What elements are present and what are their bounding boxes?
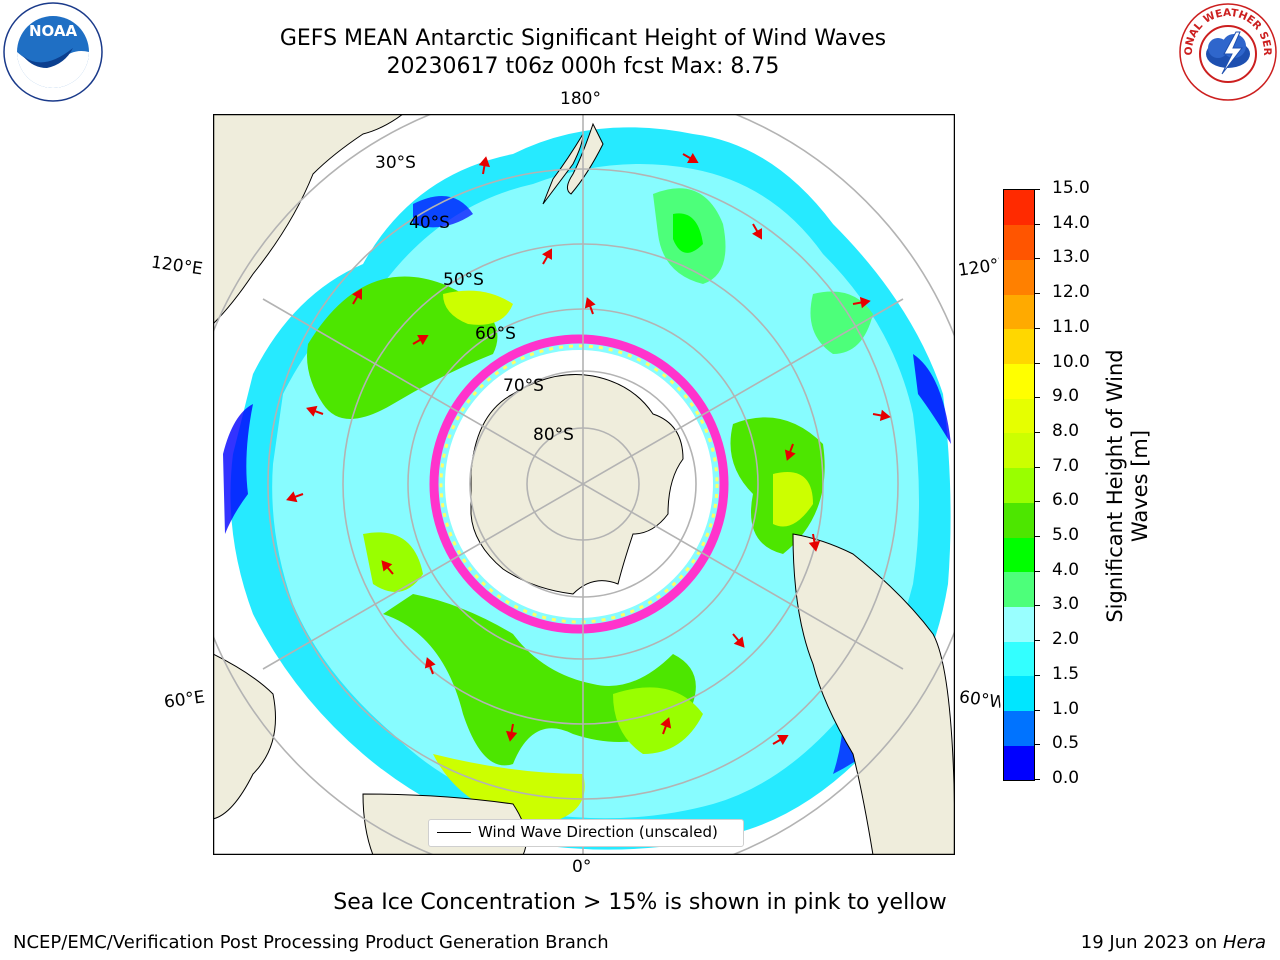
colorbar-tick-label: 4.0 bbox=[1052, 559, 1080, 580]
colorbar-label: Significant Height of Wind Waves [m] bbox=[1103, 286, 1153, 686]
colorbar-band bbox=[1004, 190, 1034, 226]
colorbar-band bbox=[1004, 224, 1034, 260]
colorbar-tick-mark bbox=[1034, 397, 1040, 399]
lat-label-30: 30°S bbox=[375, 153, 416, 173]
colorbar-band bbox=[1004, 641, 1034, 677]
colorbar-tick-mark bbox=[1034, 327, 1040, 329]
lon-label-upper-left: 120°E bbox=[149, 252, 204, 280]
lon-label-lower-right: 60°W bbox=[957, 687, 1003, 713]
colorbar-tick-mark bbox=[1034, 640, 1040, 642]
lon-label-upper-right: 120°W bbox=[956, 255, 1002, 281]
colorbar-label-line2: Waves [m] bbox=[1128, 429, 1152, 543]
polar-map: 30°S 40°S 50°S 60°S 70°S 80°S bbox=[213, 114, 955, 855]
lon-label-lower-left: 60°E bbox=[162, 687, 207, 713]
colorbar-tick-mark bbox=[1034, 709, 1040, 711]
colorbar-tick-label: 0.0 bbox=[1052, 768, 1080, 788]
colorbar-band bbox=[1004, 294, 1034, 330]
colorbar-tick-label: 11.0 bbox=[1052, 316, 1090, 337]
lat-label-80: 80°S bbox=[533, 425, 574, 445]
colorbar-tick-mark bbox=[1034, 223, 1040, 225]
colorbar-tick-label: 10.0 bbox=[1052, 351, 1090, 372]
colorbar-tick-mark bbox=[1034, 674, 1040, 676]
colorbar-tick-mark bbox=[1034, 466, 1040, 468]
lon-label-top: 180° bbox=[560, 89, 601, 109]
footer-left: NCEP/EMC/Verification Post Processing Pr… bbox=[13, 932, 609, 953]
footer-host: Hera bbox=[1222, 932, 1266, 953]
legend-text: Wind Wave Direction (unscaled) bbox=[478, 823, 718, 841]
colorbar-band bbox=[1004, 363, 1034, 399]
legend-line-sample bbox=[437, 832, 471, 833]
lon-label-bottom: 0° bbox=[572, 857, 592, 877]
colorbar-tick-label: 6.0 bbox=[1052, 490, 1080, 511]
latitude-labels: 30°S 40°S 50°S 60°S 70°S 80°S bbox=[375, 153, 574, 445]
colorbar-tick-mark bbox=[1034, 605, 1040, 607]
graticule bbox=[213, 114, 955, 855]
wind-direction-arrows bbox=[286, 153, 891, 745]
colorbar-tick-label: 14.0 bbox=[1052, 212, 1090, 233]
chart-subtitle: 20230617 t06z 000h fcst Max: 8.75 bbox=[386, 54, 780, 79]
colorbar-tick-mark bbox=[1034, 779, 1040, 780]
colorbar-band bbox=[1004, 502, 1034, 538]
colorbar-band bbox=[1004, 467, 1034, 503]
colorbar-tick-label: 1.0 bbox=[1052, 698, 1080, 719]
colorbar-tick-label: 5.0 bbox=[1052, 525, 1080, 546]
colorbar-label-line1: Significant Height of Wind bbox=[1103, 349, 1127, 623]
map-legend: Wind Wave Direction (unscaled) bbox=[428, 819, 744, 847]
colorbar-band bbox=[1004, 328, 1034, 365]
colorbar-band bbox=[1004, 537, 1034, 573]
colorbar-tick-mark bbox=[1034, 362, 1040, 364]
colorbar-tick-label: 12.0 bbox=[1052, 282, 1090, 303]
footer-date: 19 Jun 2023 on bbox=[1080, 932, 1223, 953]
lat-label-60: 60°S bbox=[475, 324, 516, 344]
colorbar-tick-mark bbox=[1034, 258, 1040, 260]
colorbar-tick-label: 3.0 bbox=[1052, 594, 1080, 615]
colorbar-tick-mark bbox=[1034, 501, 1040, 503]
colorbar-tick-mark bbox=[1034, 293, 1040, 295]
colorbar-band bbox=[1004, 675, 1034, 712]
colorbar-tick-mark bbox=[1034, 431, 1040, 433]
colorbar-tick-label: 0.5 bbox=[1052, 733, 1080, 754]
colorbar-tick-mark bbox=[1034, 570, 1040, 572]
colorbar-band bbox=[1004, 398, 1034, 434]
colorbar-tick-label: 1.5 bbox=[1052, 663, 1080, 684]
colorbar-tick-label: 13.0 bbox=[1052, 247, 1090, 268]
colorbar-tick-mark bbox=[1034, 536, 1040, 538]
colorbar-band bbox=[1004, 745, 1034, 781]
colorbar-tick-label: 8.0 bbox=[1052, 420, 1080, 441]
colorbar-band bbox=[1004, 571, 1034, 607]
colorbar-band bbox=[1004, 432, 1034, 469]
chart-title: GEFS MEAN Antarctic Significant Height o… bbox=[279, 26, 887, 51]
colorbar-tick-mark bbox=[1034, 744, 1040, 746]
colorbar-tick-label: 9.0 bbox=[1052, 386, 1080, 407]
colorbar-band bbox=[1004, 606, 1034, 642]
noaa-logo-text: NOAA bbox=[29, 22, 78, 40]
colorbar-ticks: 0.0 0.5 1.0 1.5 2.0 3.0 4.0 5.0 6.0 7.0 8.0 9.0 10.0… bbox=[1034, 178, 1124, 788]
colorbar-band bbox=[1004, 259, 1034, 295]
colorbar-tick-label: 15.0 bbox=[1052, 178, 1090, 198]
colorbar-strip bbox=[1004, 190, 1034, 781]
noaa-logo: NOAA bbox=[3, 2, 103, 102]
lat-label-50: 50°S bbox=[443, 270, 484, 290]
lat-label-40: 40°S bbox=[409, 213, 450, 233]
colorbar-tick-mark bbox=[1034, 189, 1040, 190]
footer-right: 19 Jun 2023 on Hera bbox=[1081, 932, 1266, 953]
nws-logo: NATIONAL WEATHER SERVICE bbox=[1178, 2, 1277, 101]
colorbar-tick-label: 7.0 bbox=[1052, 455, 1080, 476]
antarctica-land bbox=[470, 373, 684, 595]
colorbar-band bbox=[1004, 710, 1034, 746]
colorbar-tick-label: 2.0 bbox=[1052, 629, 1080, 650]
map-caption: Sea Ice Concentration > 15% is shown in … bbox=[333, 890, 947, 915]
colorbar bbox=[1003, 189, 1035, 781]
lat-label-70: 70°S bbox=[503, 376, 544, 396]
